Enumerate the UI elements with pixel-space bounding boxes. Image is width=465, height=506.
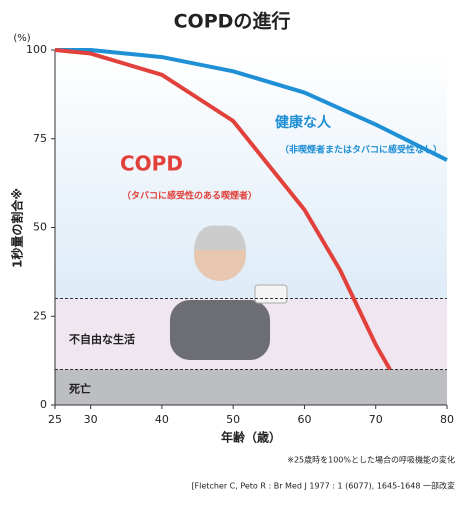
x-tick-label: 50 [226, 413, 240, 426]
x-tick-label: 25 [48, 413, 62, 426]
x-tick-label: 30 [84, 413, 98, 426]
note: ※25歳時を100%とした場合の呼吸機能の変化 [287, 455, 455, 465]
inhaler [255, 285, 287, 303]
x-axis-label: 年齢（歳） [221, 430, 281, 445]
source: [Fletcher C, Peto R : Br Med J 1977 : 1 … [191, 481, 455, 491]
x-tick-label: 40 [155, 413, 169, 426]
zone [55, 370, 447, 406]
y-tick-label: 0 [40, 398, 47, 411]
zone-label: 死亡 [69, 381, 91, 395]
x-tick-label: 70 [369, 413, 383, 426]
x-tick-label: 60 [297, 413, 311, 426]
zone-label: 不自由な生活 [69, 332, 135, 346]
x-tick-label: 80 [440, 413, 454, 426]
y-axis-label: 1秒量の割合※ [10, 188, 25, 268]
series-description: （タバコに感受性のある喫煙者） [122, 190, 257, 202]
chart: COPDの進行 (%) 1秒量の割合※ 年齢（歳） ※25歳時を100%とした場… [0, 0, 465, 506]
y-tick-label: 25 [33, 309, 47, 322]
chart-title: COPDの進行 [174, 10, 291, 33]
person-body [170, 300, 270, 360]
series-label: COPD [120, 152, 183, 176]
y-tick-label: 100 [26, 43, 47, 56]
series-description: （非喫煙者またはタバコに感受性なし） [280, 144, 442, 156]
y-tick-label: 50 [33, 221, 47, 234]
series-label: 健康な人 [275, 114, 332, 131]
y-tick-label: 75 [33, 132, 47, 145]
